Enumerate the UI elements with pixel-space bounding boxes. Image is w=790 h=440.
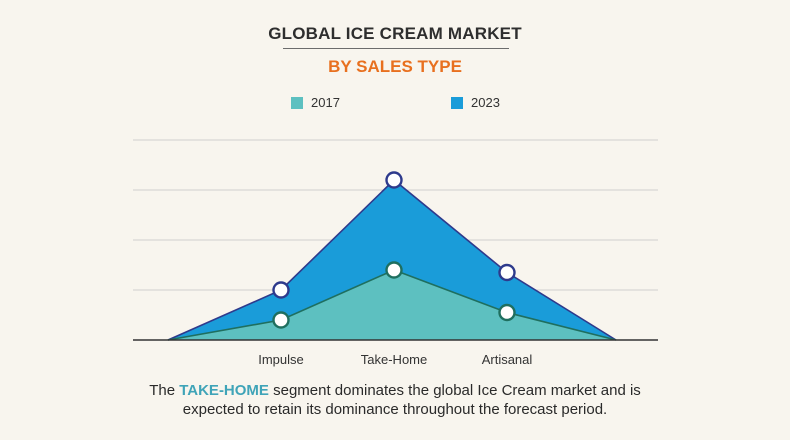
legend-label-2017: 2017 (311, 95, 340, 110)
data-point-2017-take-home (385, 261, 403, 279)
legend-swatch-2017 (291, 96, 303, 109)
caption-line1: segment dominates the global Ice Cream m… (268, 382, 641, 399)
data-point-2023-artisanal (498, 263, 516, 282)
x-tick-label-impulse: Impulse (258, 352, 304, 367)
caption-prefix: The (149, 382, 180, 399)
data-point-2017-impulse (272, 311, 290, 329)
title-underline (283, 48, 509, 49)
caption: The TAKE-HOME segment dominates the glob… (0, 381, 790, 419)
caption-line2: expected to retain its dominance through… (182, 401, 608, 418)
data-point-2023-impulse (272, 281, 290, 299)
data-point-2023-take-home (385, 171, 403, 189)
x-tick-label-artisanal: Artisanal (482, 352, 533, 367)
data-point-2017-artisanal (498, 303, 516, 322)
legend-label-2023: 2023 (471, 95, 500, 110)
legend-item-2023: 2023 (451, 95, 500, 110)
chart-title: GLOBAL ICE CREAM MARKET (268, 24, 522, 43)
x-tick-label-take-home: Take-Home (361, 352, 427, 367)
legend-swatch-2023 (451, 96, 463, 109)
caption-highlight: TAKE-HOME (179, 382, 269, 399)
area-series-2023 (168, 180, 616, 340)
legend-item-2017: 2017 (291, 95, 340, 110)
chart-subtitle: BY SALES TYPE (328, 57, 462, 76)
